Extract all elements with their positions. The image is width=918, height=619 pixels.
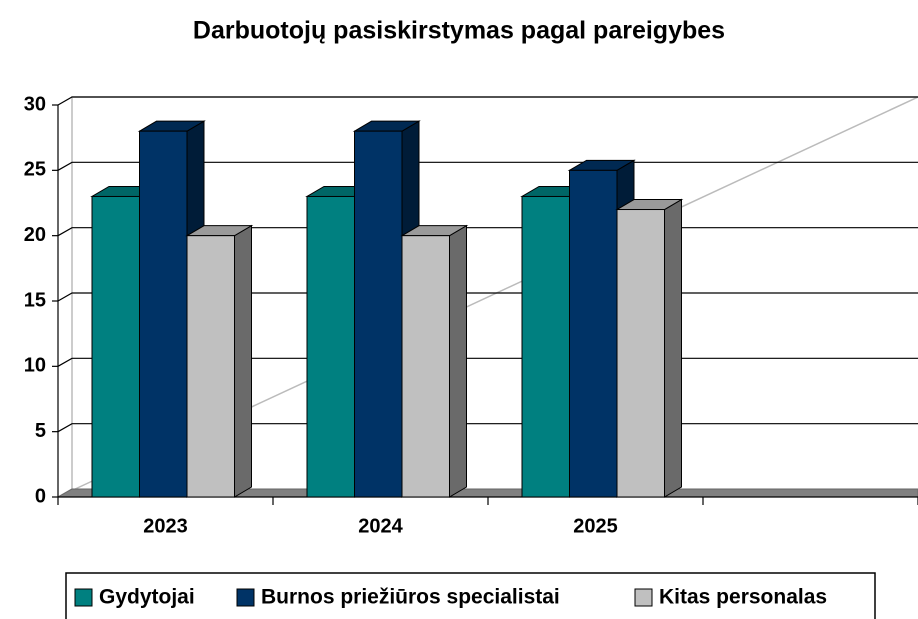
bar-side xyxy=(449,224,467,498)
x-tick-label: 2024 xyxy=(358,515,403,537)
bar xyxy=(306,195,355,498)
bar-side xyxy=(664,198,682,498)
chart-title: Darbuotojų pasiskirstymas pagal pareigyb… xyxy=(193,17,725,45)
x-tick-label: 2023 xyxy=(143,515,188,537)
legend-swatch xyxy=(634,588,653,607)
bar xyxy=(91,195,140,498)
bar xyxy=(139,130,188,498)
bar xyxy=(354,130,403,498)
grid-line xyxy=(57,161,918,171)
legend-label: Kitas personalas xyxy=(659,586,827,609)
y-tick-label: 30 xyxy=(24,93,46,115)
x-tick-label: 2025 xyxy=(573,515,618,537)
y-tick-label: 10 xyxy=(24,355,46,377)
bar xyxy=(401,235,450,498)
y-tick-label: 15 xyxy=(24,289,46,311)
bar xyxy=(569,169,618,498)
legend-label: Gydytojai xyxy=(99,586,195,609)
bar xyxy=(521,195,570,498)
legend-swatch xyxy=(236,588,255,607)
legend-swatch xyxy=(74,588,93,607)
y-tick-label: 5 xyxy=(35,420,46,442)
y-tick-label: 0 xyxy=(35,485,46,507)
bar xyxy=(616,209,665,498)
y-tick-label: 25 xyxy=(24,159,46,181)
grid-line xyxy=(57,96,918,106)
bar xyxy=(186,235,235,498)
y-tick-label: 20 xyxy=(24,224,46,246)
legend-box xyxy=(65,572,876,619)
legend-label: Burnos priežiūros specialistai xyxy=(261,586,560,609)
bar-side xyxy=(234,224,252,498)
